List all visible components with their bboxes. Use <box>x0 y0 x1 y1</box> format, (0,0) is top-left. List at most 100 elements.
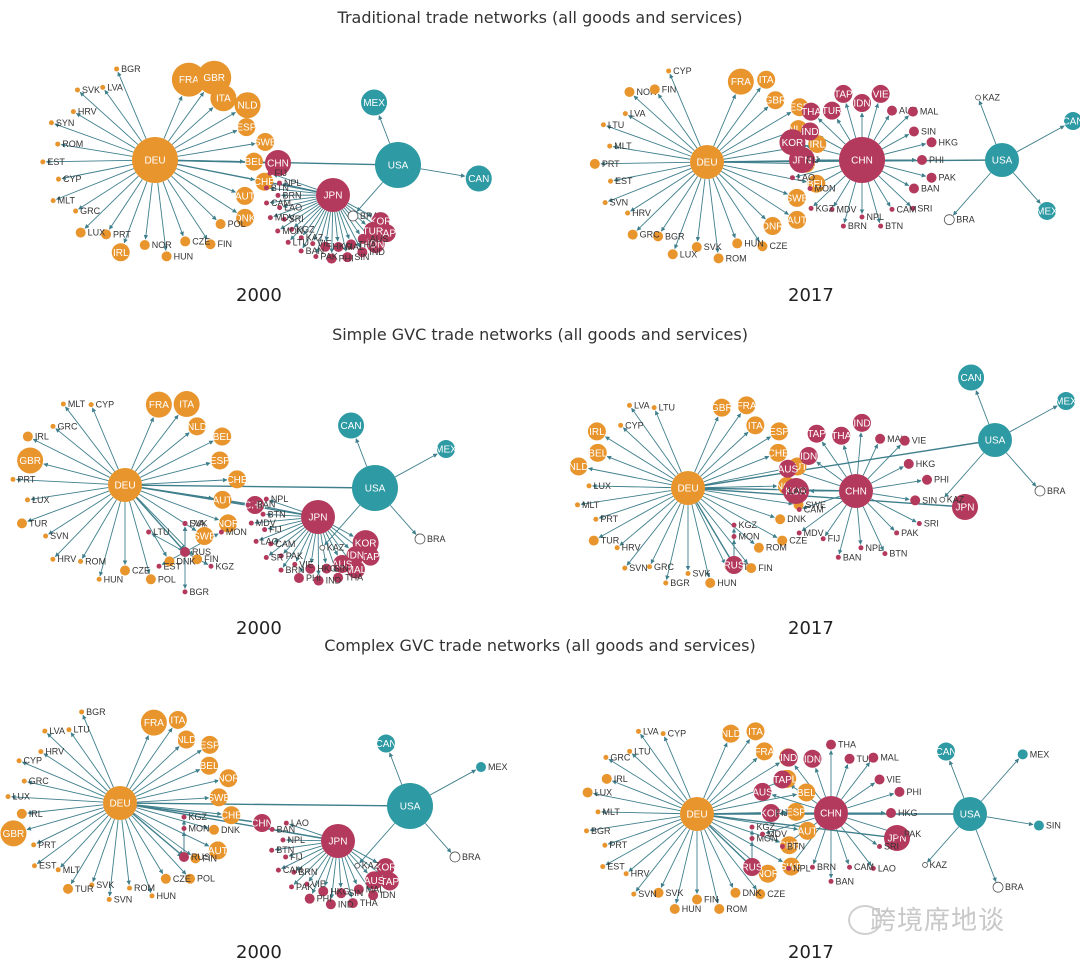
node-CAM: CAM <box>268 539 295 549</box>
node-label: CAN <box>468 174 489 185</box>
node-label: TAP <box>807 429 826 440</box>
node-label: USA <box>985 436 1006 447</box>
node-NLD: NLD <box>234 92 261 119</box>
node-label: MAL <box>880 753 899 763</box>
node-label: CHN <box>251 819 273 830</box>
edge-USA-CAN <box>1016 125 1065 153</box>
node-label: LTU <box>608 120 624 130</box>
edge-hub <box>124 484 376 492</box>
node-label: LAO <box>789 486 807 496</box>
node-label: KOR <box>782 138 804 149</box>
node-SRI: SRI <box>281 214 304 224</box>
edge-DEU-GRC <box>650 503 681 565</box>
year-label-simple-2000: 2000 <box>236 618 282 639</box>
node-SVN: SVN <box>43 531 69 541</box>
node-MEX: MEX <box>435 440 457 459</box>
edge-DEU-MLT <box>580 490 672 506</box>
node-SRI: SRI <box>916 519 939 529</box>
edge-JPN-CAM <box>281 848 323 869</box>
node-EST: EST <box>40 157 65 167</box>
node-BAN: BAN <box>269 824 295 834</box>
node-label: BAN <box>836 876 855 886</box>
edge-DEU-ESP <box>141 461 211 482</box>
edge-hub <box>696 813 898 841</box>
node-MLT: MLT <box>55 865 81 875</box>
year-label-simple-2017: 2017 <box>788 618 834 639</box>
edge-JPN-PAK <box>315 211 329 254</box>
node-label: SVK <box>666 888 684 898</box>
node-label: ITA <box>170 715 185 726</box>
node-label: MDV <box>804 528 824 538</box>
node-GBR: GBR <box>765 91 786 110</box>
edge-JPN-VIE <box>295 532 311 562</box>
node-label: TUR <box>857 754 876 764</box>
node-label: CHE <box>254 177 275 188</box>
edge-hub <box>154 159 334 198</box>
node-label: DNK <box>221 825 240 835</box>
node-EST: EST <box>31 861 57 871</box>
node-label: NOR <box>217 519 239 530</box>
node-LTU: LTU <box>600 120 624 130</box>
edge-JPN-IDN <box>329 528 349 549</box>
node-label: BEL <box>213 432 232 443</box>
node-label: JPN <box>956 503 975 514</box>
edge-JPN-BRN <box>296 850 325 871</box>
node-MDV: MDV <box>760 829 787 839</box>
edge-DEU-CHE <box>136 804 222 816</box>
node-GRC: GRC <box>50 421 78 431</box>
node-label: PRT <box>609 840 627 850</box>
node-NPL: NPL <box>276 178 301 188</box>
node-BRA: BRA <box>414 533 446 545</box>
node-HKG: HKG <box>926 137 958 148</box>
node-FIN: FIN <box>192 554 219 565</box>
edge-JPN-FIJ <box>272 173 318 190</box>
edge-JPN-SRI <box>286 202 318 219</box>
node-label: FRA <box>737 401 757 412</box>
node-label: HUN <box>682 904 702 914</box>
node-label: BAN <box>306 246 325 256</box>
node-label: BRA <box>427 534 446 544</box>
edge-DEU-GBR <box>26 807 104 831</box>
edge-DEU-FIN <box>657 93 698 149</box>
edge-USA-CAN <box>355 438 368 467</box>
node-label: FIJ <box>776 808 789 818</box>
node-LUX: LUX <box>5 792 30 802</box>
edge-DEU-ESP <box>134 749 202 795</box>
node-label: ESP <box>790 103 810 114</box>
node-USA: USA <box>953 797 987 831</box>
edge-USA-BRA <box>356 181 384 212</box>
node-label: LUX <box>595 787 613 797</box>
edge-CHN-SRI <box>870 498 917 523</box>
node-ITA: ITA <box>173 391 200 418</box>
node-label: BAN <box>257 499 276 509</box>
node-AUS: AUS <box>357 233 388 244</box>
node-label: NLD <box>238 101 258 112</box>
node-HRV: HRV <box>614 543 640 553</box>
node-MAL: MAL <box>333 242 364 253</box>
node-label: CZE <box>192 236 210 246</box>
edge-DEU-ROM <box>81 499 117 559</box>
node-label: CHN <box>851 156 873 167</box>
node-label: CYP <box>63 174 82 184</box>
edge-DEU-EST <box>613 164 691 182</box>
edge-DEU-CYP <box>663 736 691 799</box>
node-CYP: CYP <box>660 729 687 739</box>
node-LUX: LUX <box>25 495 50 505</box>
node-label: RUS <box>191 852 210 862</box>
node-label: CYP <box>668 729 687 739</box>
edge-DEU-BEL <box>135 769 201 797</box>
edge-DEU-BGR <box>665 504 685 581</box>
node-label: PHI <box>929 155 944 165</box>
node-ROM: ROM <box>753 542 787 553</box>
node-label: ROM <box>62 139 83 149</box>
node-label: SWE <box>780 862 803 873</box>
node-AUS: AUS <box>778 459 799 478</box>
node-TAP: TAP <box>361 547 380 566</box>
node-label: SVN <box>638 889 657 899</box>
node-label: GRC <box>654 562 675 572</box>
edge-DEU-LVA <box>631 407 679 475</box>
node-ROM: ROM <box>714 903 747 914</box>
node-label: MAL <box>920 107 939 117</box>
edge-CHN-PHI <box>847 792 895 809</box>
node-DNK: DNK <box>775 514 806 525</box>
